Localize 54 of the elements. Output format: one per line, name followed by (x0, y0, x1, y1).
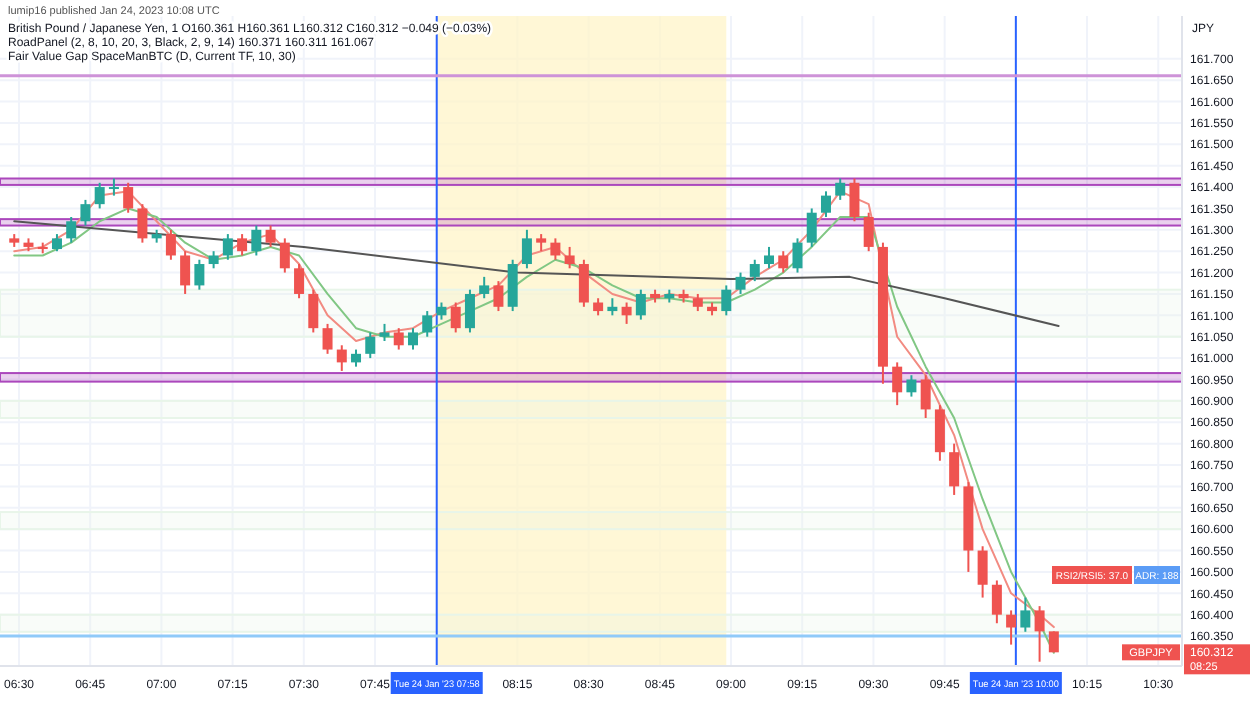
candlestick (222, 233, 233, 261)
candlestick (564, 245, 575, 270)
candlestick (94, 181, 105, 210)
candlestick (1006, 609, 1017, 646)
candlestick (778, 250, 789, 274)
candlestick (820, 190, 831, 218)
candlestick (479, 275, 490, 300)
candlestick (1034, 605, 1045, 663)
candlestick (934, 404, 945, 462)
candlestick (621, 301, 632, 325)
candlestick (80, 198, 91, 227)
candlestick (977, 545, 988, 599)
candlestick (123, 181, 134, 214)
candlestick (422, 310, 433, 338)
line-series (13, 220, 1060, 328)
candlestick (365, 331, 376, 360)
candlestick (835, 177, 846, 201)
candlestick (308, 288, 319, 334)
candlestick (550, 237, 561, 261)
candlestick (265, 224, 276, 248)
candlestick (991, 579, 1002, 625)
candlestick (863, 211, 874, 253)
candlestick (792, 237, 803, 274)
candlestick (251, 224, 262, 257)
candlestick (66, 215, 77, 244)
candlestick (322, 322, 333, 355)
candlestick (949, 442, 960, 496)
candlestick (194, 258, 205, 291)
candlestick (165, 228, 176, 261)
candlestick (294, 263, 305, 300)
candlestick (464, 288, 475, 334)
candlestick (336, 344, 347, 372)
candlestick (393, 327, 404, 351)
candlestick (920, 374, 931, 419)
candlestick (237, 233, 248, 257)
candlestick (507, 258, 518, 313)
candlestick (180, 250, 191, 295)
candlestick (1020, 596, 1031, 633)
candlestick (450, 301, 461, 334)
candlestick (493, 280, 504, 313)
candlestick (279, 237, 290, 274)
candlestick (764, 245, 775, 270)
candlestick (892, 361, 903, 407)
candlestick (635, 288, 646, 321)
candlestick (137, 203, 148, 244)
candlestick (906, 374, 917, 398)
candlestick (849, 177, 860, 223)
candlestick (578, 258, 589, 308)
candlestick (749, 258, 760, 283)
candlestick (735, 271, 746, 295)
candlestick (721, 284, 732, 317)
candlestick (521, 228, 532, 270)
candlestick (806, 207, 817, 248)
candlestick (407, 327, 418, 351)
